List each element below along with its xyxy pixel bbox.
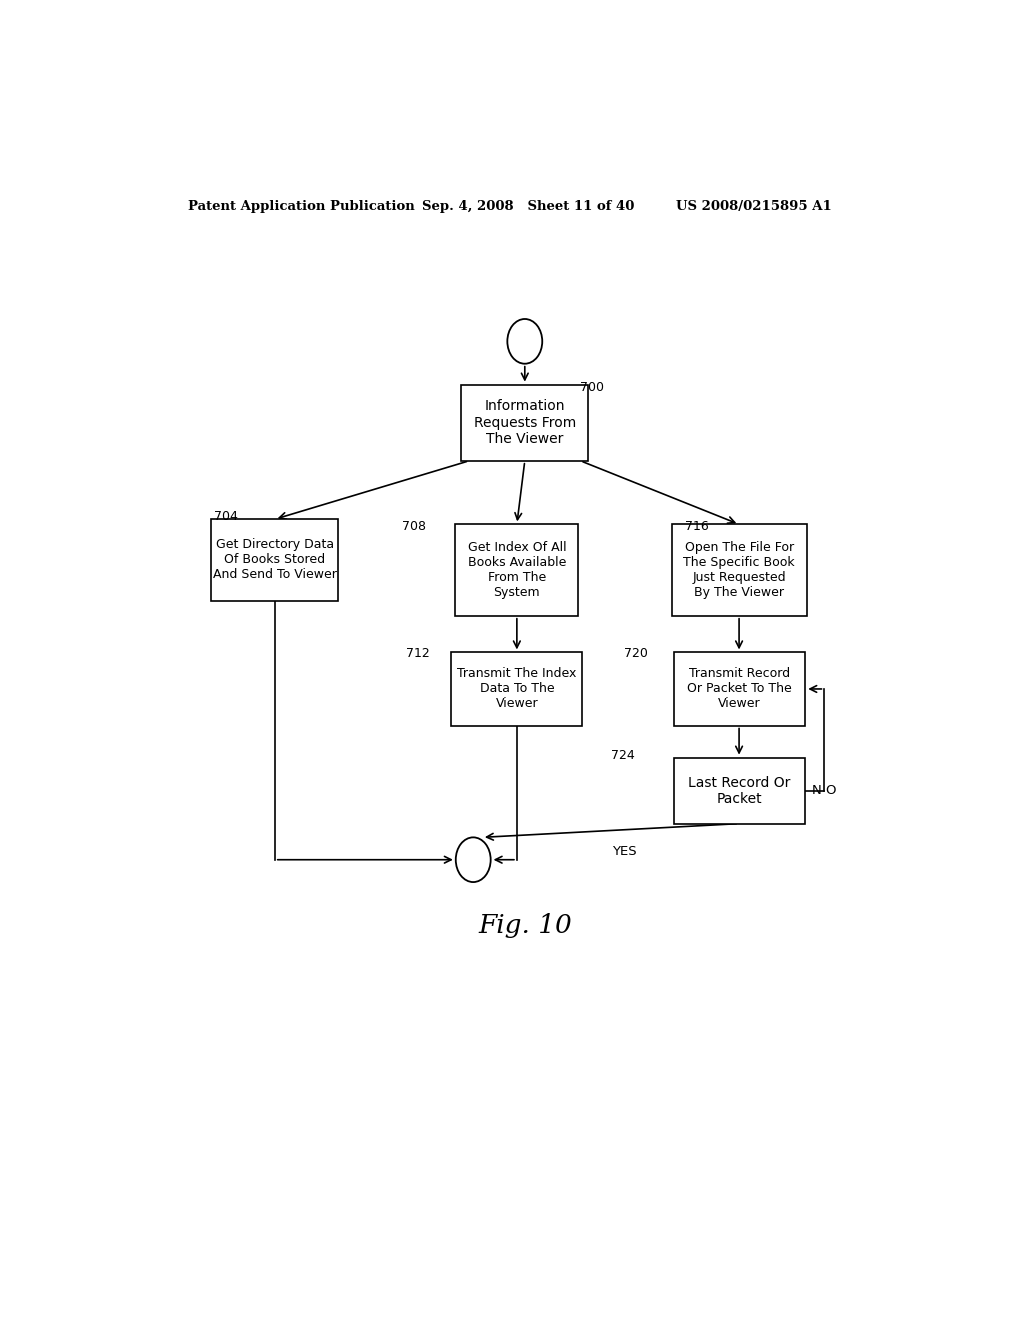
Text: Get Index Of All
Books Available
From The
System: Get Index Of All Books Available From Th… [468,541,566,599]
Text: 716: 716 [685,520,709,533]
Text: Last Record Or
Packet: Last Record Or Packet [688,776,791,805]
Text: 704: 704 [214,510,238,523]
Bar [452,652,583,726]
Text: YES: YES [612,845,637,858]
Text: Sep. 4, 2008   Sheet 11 of 40: Sep. 4, 2008 Sheet 11 of 40 [422,199,634,213]
Text: Information
Requests From
The Viewer: Information Requests From The Viewer [474,400,575,446]
Bar [672,524,807,616]
Text: 720: 720 [624,647,648,660]
Text: Transmit Record
Or Packet To The
Viewer: Transmit Record Or Packet To The Viewer [687,668,792,710]
Text: 712: 712 [406,647,429,660]
Text: Fig. 10: Fig. 10 [478,913,571,939]
Text: 700: 700 [581,380,604,393]
Text: US 2008/0215895 A1: US 2008/0215895 A1 [676,199,831,213]
Text: Get Directory Data
Of Books Stored
And Send To Viewer: Get Directory Data Of Books Stored And S… [213,539,337,581]
Text: Transmit The Index
Data To The
Viewer: Transmit The Index Data To The Viewer [457,668,577,710]
Circle shape [456,837,490,882]
Circle shape [507,319,543,364]
Text: Patent Application Publication: Patent Application Publication [187,199,415,213]
Text: 724: 724 [610,748,634,762]
Text: Open The File For
The Specific Book
Just Requested
By The Viewer: Open The File For The Specific Book Just… [683,541,795,599]
Bar [211,519,338,601]
Bar [461,384,588,461]
Bar [674,652,805,726]
Bar [456,524,579,616]
Bar [674,758,805,824]
Text: 708: 708 [401,520,426,533]
Text: N O: N O [812,784,837,797]
